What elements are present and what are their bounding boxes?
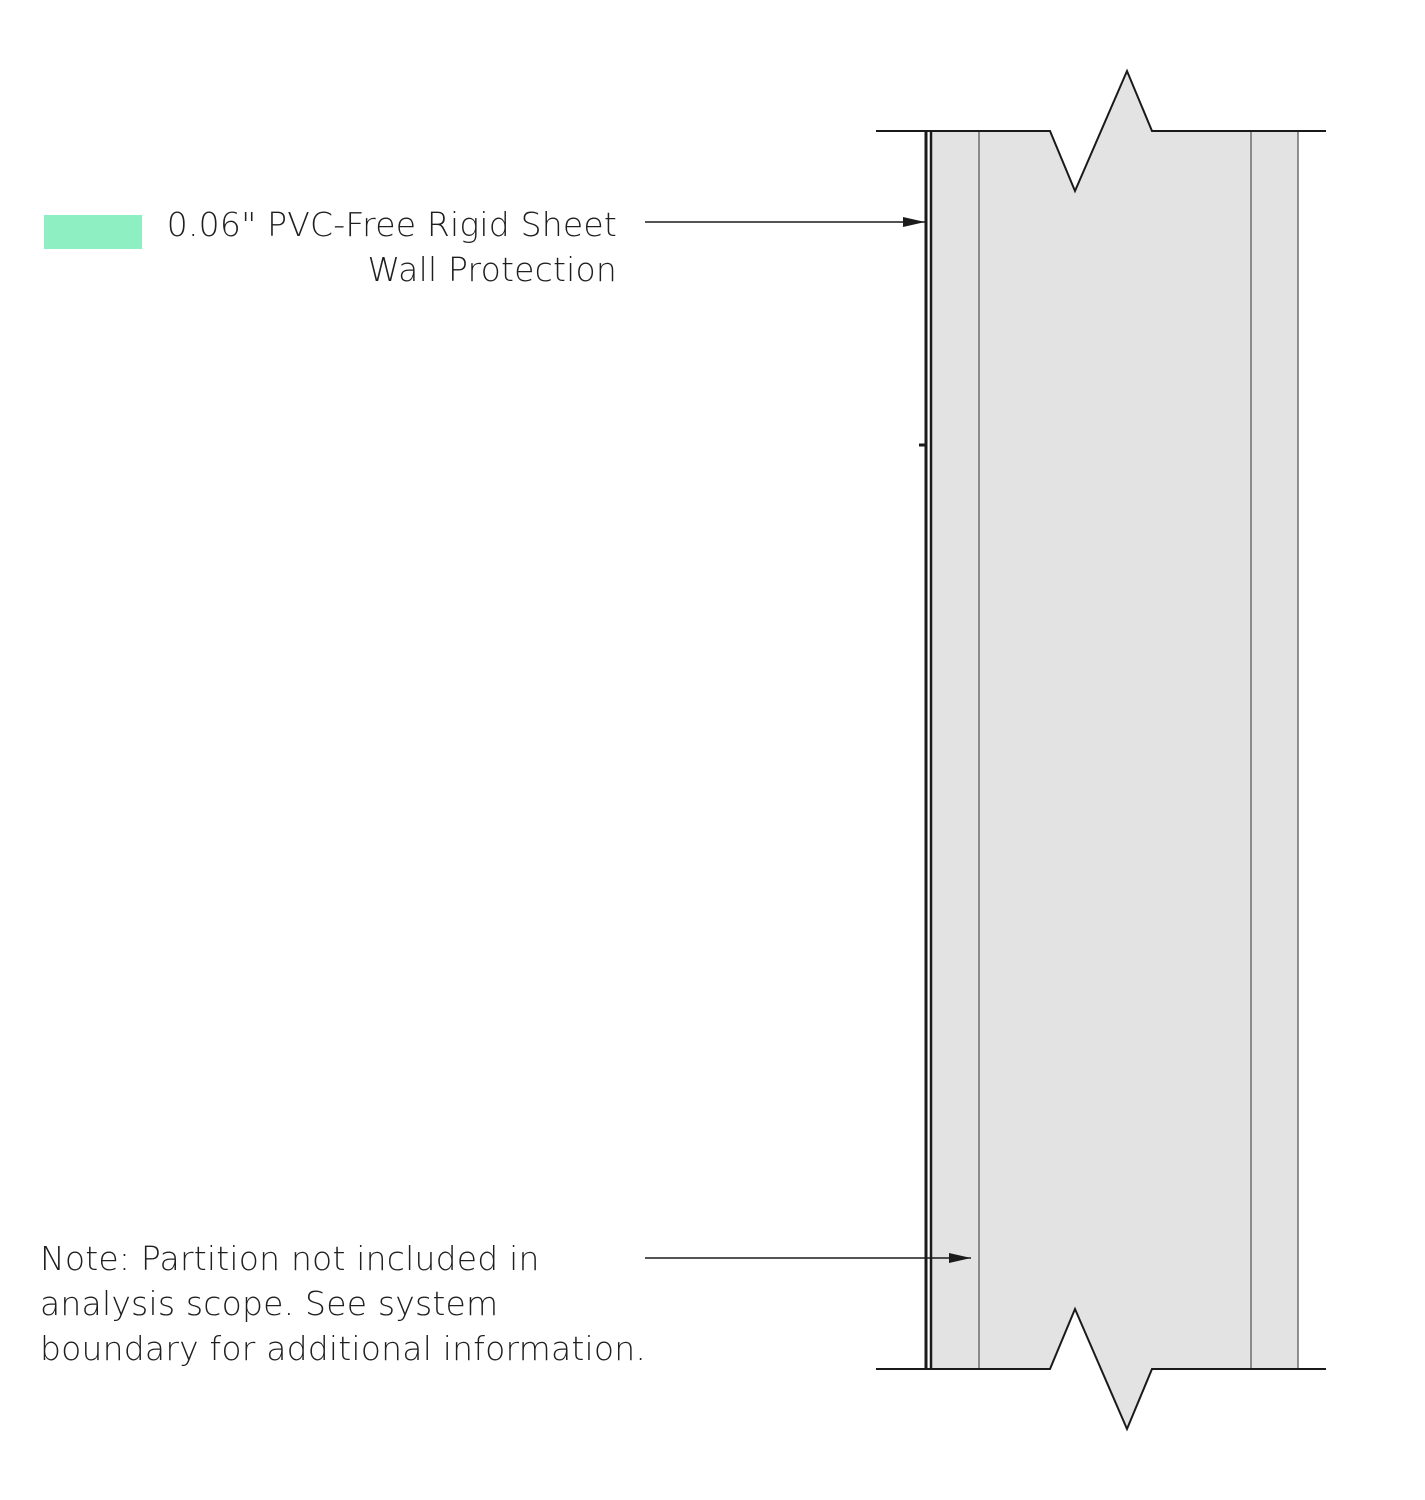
wall-section-body [930,71,1298,1429]
wall-protection-label-line2: Wall Protection [367,250,617,289]
wall-protection-label: 0.06" PVC-Free Rigid Sheet Wall Protecti… [145,202,617,292]
wall-protection-label-line1: 0.06" PVC-Free Rigid Sheet [166,205,617,244]
top-break-line [876,68,1326,194]
partition-note: Note: Partition not included in analysis… [40,1236,670,1371]
partition-note-line3: boundary for additional information. [40,1329,647,1368]
partition-note-line1: Note: Partition not included in [40,1239,540,1278]
partition-note-line2: analysis scope. See system [40,1284,499,1323]
material-legend-swatch [44,215,142,249]
bottom-break-line [876,1306,1326,1432]
